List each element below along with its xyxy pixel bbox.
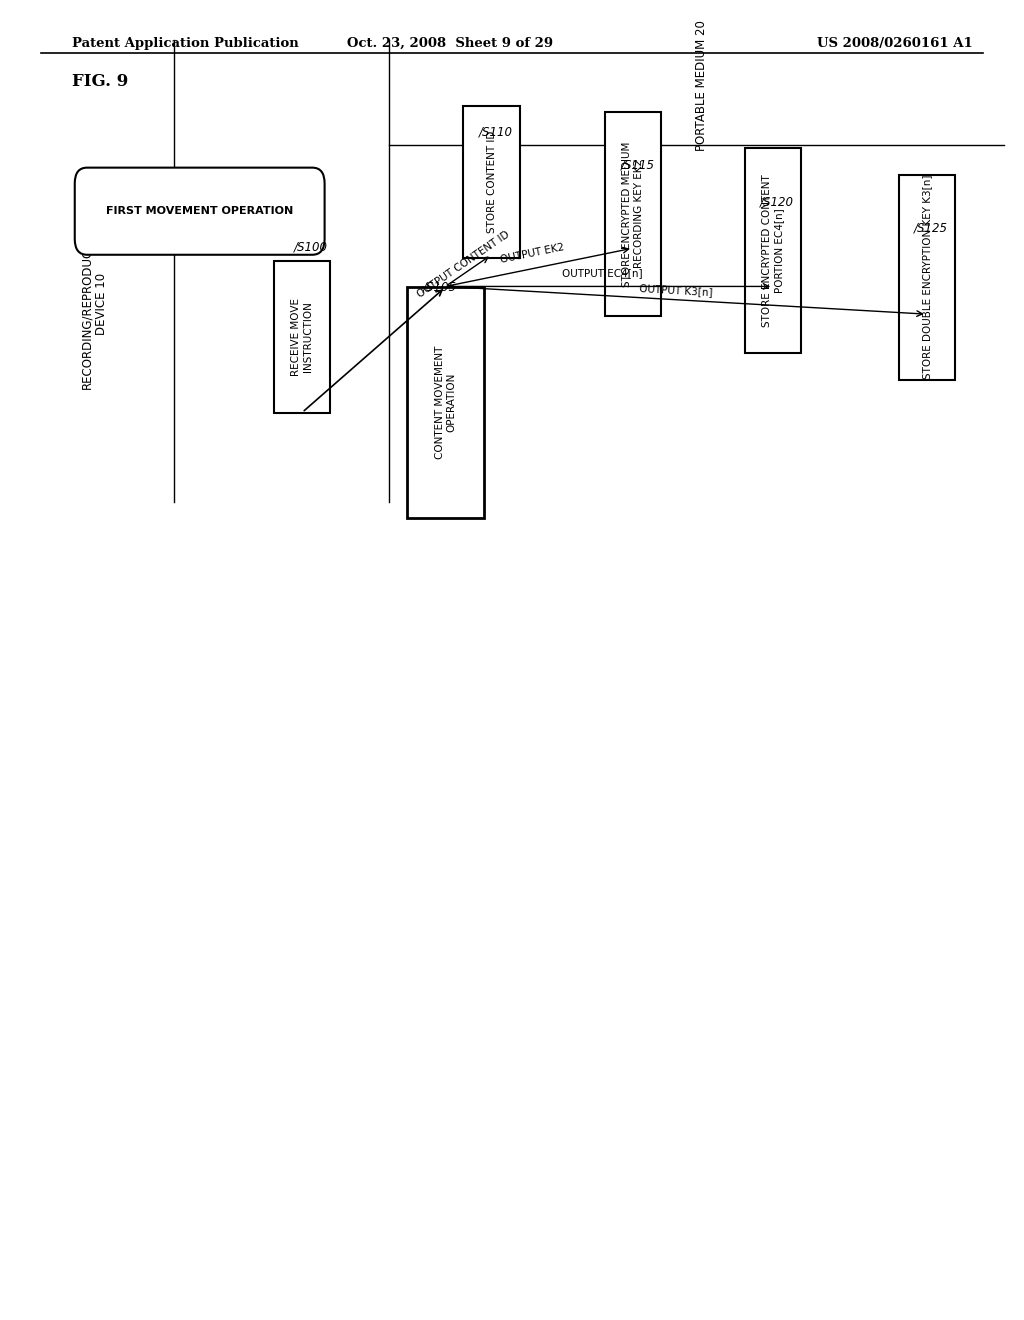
Text: /S115: /S115	[621, 158, 654, 172]
Text: FIRST MOVEMENT OPERATION: FIRST MOVEMENT OPERATION	[106, 206, 293, 216]
FancyBboxPatch shape	[75, 168, 325, 255]
Text: /S120: /S120	[760, 195, 794, 209]
Text: RECORDING/REPRODUCTION
DEVICE 10: RECORDING/REPRODUCTION DEVICE 10	[80, 219, 109, 388]
Bar	[463, 107, 519, 259]
Text: FIG. 9: FIG. 9	[72, 73, 128, 90]
Text: OUTPUT K3[n]: OUTPUT K3[n]	[639, 284, 713, 297]
Bar	[899, 176, 955, 380]
Text: /S110: /S110	[479, 125, 513, 139]
Text: OUTPUT CONTENT ID: OUTPUT CONTENT ID	[416, 228, 512, 300]
Text: STORE DOUBLE ENCRYPTION KEY K3[n]: STORE DOUBLE ENCRYPTION KEY K3[n]	[922, 176, 932, 379]
Text: Patent Application Publication: Patent Application Publication	[72, 37, 298, 50]
Text: CONTENT MOVEMENT
OPERATION: CONTENT MOVEMENT OPERATION	[434, 346, 457, 459]
Text: /S100: /S100	[294, 240, 328, 253]
Bar	[408, 288, 484, 519]
Bar	[273, 261, 330, 412]
Text: PORTABLE MEDIUM 20: PORTABLE MEDIUM 20	[695, 20, 708, 152]
Text: US 2008/0260161 A1: US 2008/0260161 A1	[817, 37, 973, 50]
Text: STORE ENCRYPTED CONTENT
PORTION EC4[n]: STORE ENCRYPTED CONTENT PORTION EC4[n]	[762, 174, 784, 327]
Text: STORE CONTENT ID: STORE CONTENT ID	[486, 131, 497, 234]
Text: OUTPUT EC4[n]: OUTPUT EC4[n]	[562, 268, 642, 279]
Text: /S125: /S125	[913, 222, 947, 235]
Text: /S105: /S105	[423, 280, 457, 293]
Bar	[604, 112, 662, 317]
Text: STORE ENCRYPTED MEDIUM
RECORDING KEY EK2: STORE ENCRYPTED MEDIUM RECORDING KEY EK2	[622, 141, 644, 286]
Text: Oct. 23, 2008  Sheet 9 of 29: Oct. 23, 2008 Sheet 9 of 29	[347, 37, 554, 50]
Text: OUTPUT EK2: OUTPUT EK2	[500, 242, 565, 265]
Text: RECEIVE MOVE
INSTRUCTION: RECEIVE MOVE INSTRUCTION	[291, 297, 313, 376]
Bar	[745, 149, 802, 352]
